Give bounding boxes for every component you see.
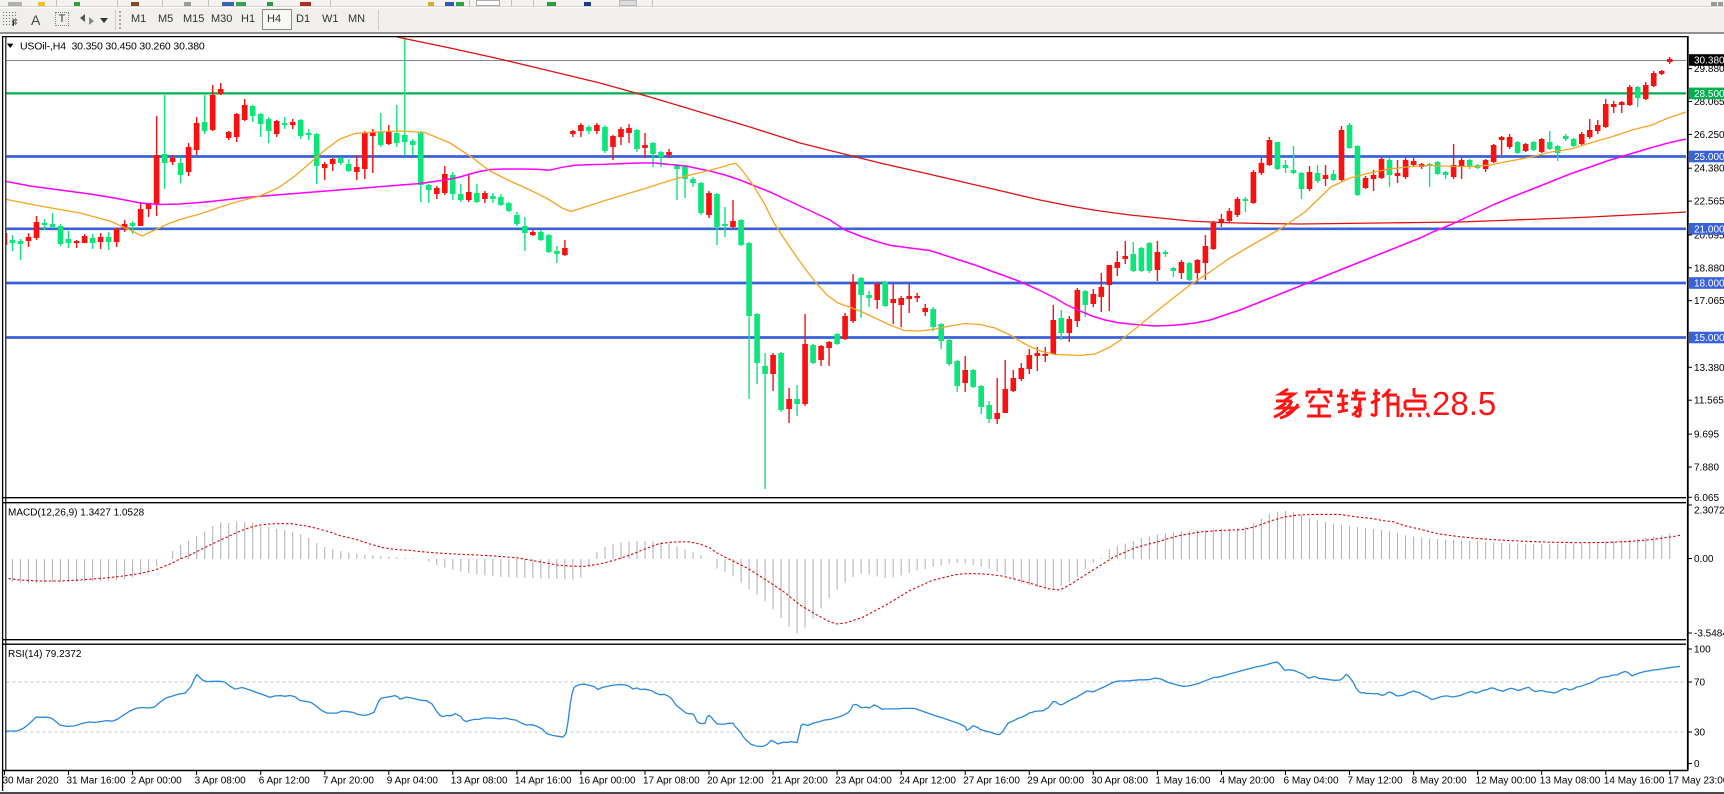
svg-text:2.3072: 2.3072 [1694, 506, 1724, 517]
svg-text:100: 100 [1694, 645, 1711, 656]
svg-text:25.000: 25.000 [1694, 152, 1724, 163]
svg-text:13 Apr 08:00: 13 Apr 08:00 [451, 776, 508, 787]
svg-text:30.380: 30.380 [1694, 56, 1724, 67]
svg-text:13 May 08:00: 13 May 08:00 [1540, 776, 1601, 787]
svg-text:11.565: 11.565 [1694, 396, 1724, 407]
svg-text:3 Apr 08:00: 3 Apr 08:00 [195, 776, 247, 787]
svg-text:28.500: 28.500 [1694, 89, 1724, 100]
svg-text:70: 70 [1694, 678, 1706, 689]
svg-text:31 Mar 16:00: 31 Mar 16:00 [67, 776, 126, 787]
svg-text:20.695: 20.695 [1694, 231, 1724, 242]
svg-text:0: 0 [1694, 759, 1700, 770]
svg-text:2 Apr 00:00: 2 Apr 00:00 [131, 776, 183, 787]
svg-text:18.000: 18.000 [1694, 279, 1724, 290]
svg-text:9.695: 9.695 [1694, 430, 1719, 441]
svg-text:28.065: 28.065 [1694, 97, 1724, 108]
svg-text:24.380: 24.380 [1694, 164, 1724, 175]
svg-text:18.880: 18.880 [1694, 263, 1724, 274]
svg-text:17 May 23:00: 17 May 23:00 [1668, 776, 1724, 787]
svg-text:RSI(14) 79.2372: RSI(14) 79.2372 [8, 649, 82, 660]
svg-text:6.065: 6.065 [1694, 493, 1719, 504]
svg-text:22.565: 22.565 [1694, 197, 1724, 208]
svg-text:30 Apr 08:00: 30 Apr 08:00 [1091, 776, 1148, 787]
svg-text:14 May 16:00: 14 May 16:00 [1604, 776, 1665, 787]
svg-text:-3.5484: -3.5484 [1694, 629, 1724, 640]
svg-text:15.000: 15.000 [1694, 333, 1724, 344]
svg-text:21.000: 21.000 [1694, 224, 1724, 235]
svg-text:9 Apr 04:00: 9 Apr 04:00 [387, 776, 439, 787]
svg-text:13.380: 13.380 [1694, 363, 1724, 374]
svg-text:16 Apr 00:00: 16 Apr 00:00 [579, 776, 636, 787]
svg-text:30: 30 [1694, 728, 1706, 739]
svg-text:14 Apr 16:00: 14 Apr 16:00 [515, 776, 572, 787]
svg-text:7 Apr 20:00: 7 Apr 20:00 [323, 776, 375, 787]
svg-text:30 Mar 2020: 30 Mar 2020 [3, 776, 60, 787]
svg-text:17 Apr 08:00: 17 Apr 08:00 [643, 776, 700, 787]
svg-text:24 Apr 12:00: 24 Apr 12:00 [899, 776, 956, 787]
svg-text:6 May 04:00: 6 May 04:00 [1284, 776, 1339, 787]
svg-text:8 May 20:00: 8 May 20:00 [1412, 776, 1467, 787]
svg-text:1 May 16:00: 1 May 16:00 [1155, 776, 1210, 787]
svg-text:23 Apr 04:00: 23 Apr 04:00 [835, 776, 892, 787]
svg-text:28.5: 28.5 [1432, 385, 1496, 422]
svg-text:20 Apr 12:00: 20 Apr 12:00 [707, 776, 764, 787]
svg-text:29.880: 29.880 [1694, 64, 1724, 75]
svg-text:12 May 00:00: 12 May 00:00 [1476, 776, 1537, 787]
svg-text:7.880: 7.880 [1694, 463, 1719, 474]
svg-text:MACD(12,26,9) 1.3427 1.0528: MACD(12,26,9) 1.3427 1.0528 [8, 508, 145, 519]
svg-text:6 Apr 12:00: 6 Apr 12:00 [259, 776, 311, 787]
svg-text:4 May 20:00: 4 May 20:00 [1220, 776, 1275, 787]
svg-text:21 Apr 20:00: 21 Apr 20:00 [771, 776, 828, 787]
svg-text:26.250: 26.250 [1694, 130, 1724, 141]
svg-text:0.00: 0.00 [1694, 554, 1714, 565]
svg-text:7 May 12:00: 7 May 12:00 [1348, 776, 1403, 787]
svg-text:27 Apr 16:00: 27 Apr 16:00 [963, 776, 1020, 787]
svg-text:29 Apr 00:00: 29 Apr 00:00 [1027, 776, 1084, 787]
svg-text:17.065: 17.065 [1694, 296, 1724, 307]
svg-text:USOil-,H4 30.350 30.450 30.26: USOil-,H4 30.350 30.450 30.260 30.380 [20, 41, 205, 53]
